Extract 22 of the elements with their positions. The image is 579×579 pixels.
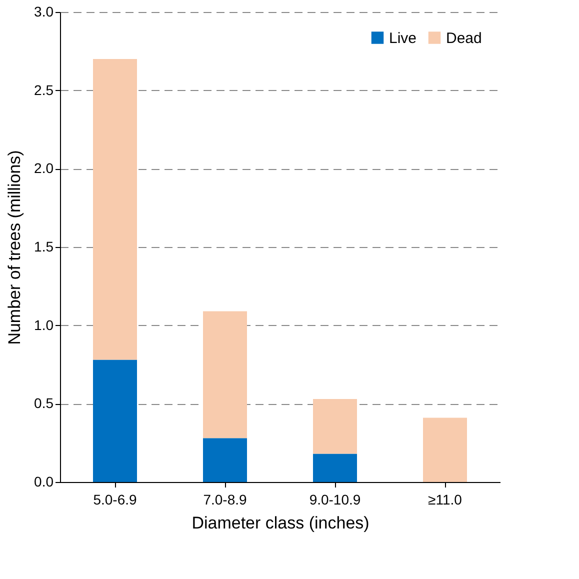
y-tick-label: 1.5	[34, 238, 54, 254]
y-tick-label: 3.0	[34, 4, 54, 20]
x-axis-title: Diameter class (inches)	[192, 514, 370, 532]
x-tick-label: 9.0-10.9	[309, 492, 361, 508]
bar	[313, 454, 357, 482]
bar	[313, 398, 357, 454]
bar	[93, 59, 137, 360]
bar	[203, 438, 247, 482]
x-tick-label: 7.0-8.9	[203, 492, 248, 508]
y-tick-label: 2.5	[34, 82, 54, 98]
y-tick-label: 0.0	[34, 474, 54, 490]
x-tick-label: ≥11.0	[428, 492, 462, 508]
y-tick-label: 0.5	[34, 395, 54, 412]
x-tick-label: 5.0-6.9	[93, 492, 138, 508]
bar	[93, 360, 137, 482]
y-tick-label: 1.0	[34, 316, 54, 333]
y-tick-label: 2.0	[34, 160, 54, 176]
bar	[423, 418, 467, 482]
legend-label: Dead	[446, 30, 482, 47]
y-axis-title: Number of trees (millions)	[5, 150, 24, 345]
bar	[203, 311, 247, 438]
legend-label: Live	[389, 30, 417, 47]
